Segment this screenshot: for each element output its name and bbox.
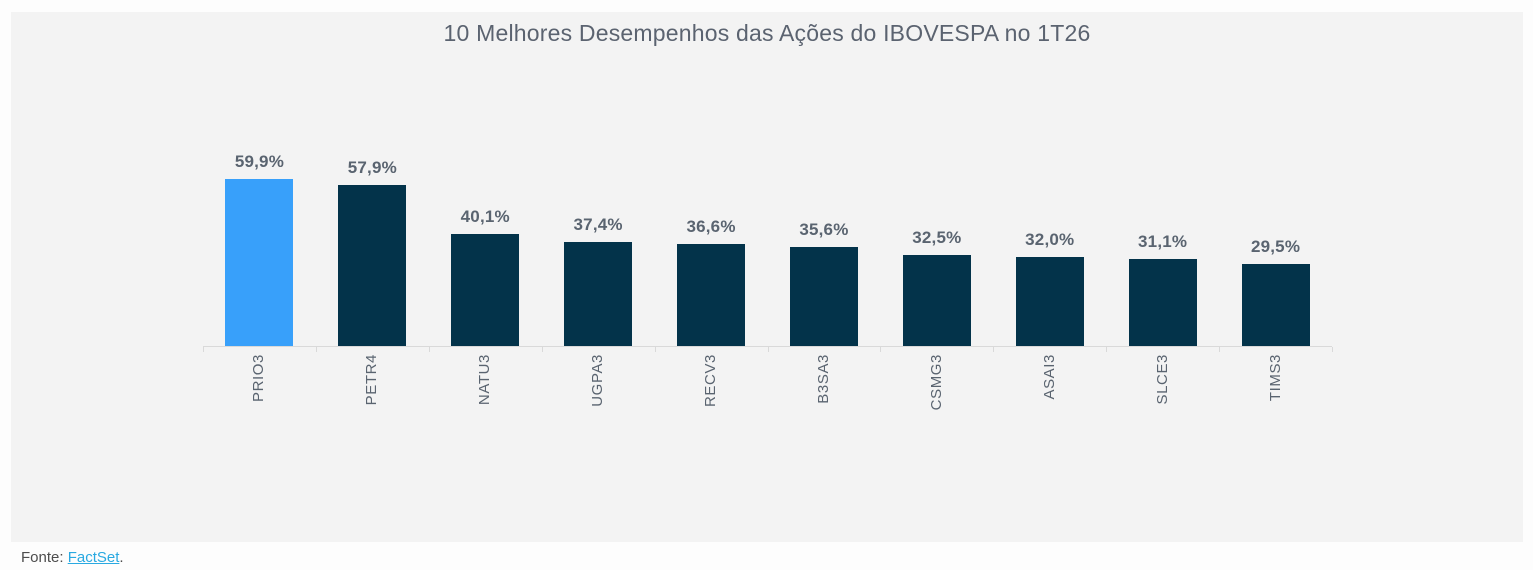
bar-asai3 — [1015, 257, 1084, 346]
x-axis-label-recv3: RECV3 — [702, 354, 720, 408]
chart-panel: 10 Melhores Desempenhos das Ações do IBO… — [11, 12, 1523, 542]
source-prefix: Fonte: — [21, 549, 68, 566]
x-axis-tick — [1332, 347, 1333, 352]
bar-tims3 — [1241, 264, 1310, 346]
x-axis-label-slce3: SLCE3 — [1153, 354, 1171, 405]
value-label-recv3: 36,6% — [686, 217, 736, 236]
x-axis-tick — [1219, 347, 1221, 352]
x-axis-tick — [1106, 347, 1108, 352]
x-axis-line — [203, 346, 1332, 347]
value-label-prio3: 59,9% — [234, 152, 285, 171]
x-axis-label-petr4: PETR4 — [363, 354, 381, 406]
x-axis-tick — [203, 347, 204, 352]
x-axis-tick — [880, 347, 882, 352]
x-axis-label-prio3: PRIO3 — [250, 354, 268, 403]
x-axis-label-b3sa3: B3SA3 — [814, 354, 832, 404]
bar-recv3 — [677, 244, 746, 346]
value-label-asai3: 32,0% — [1025, 230, 1075, 249]
bar-b3sa3 — [789, 247, 858, 346]
x-axis-label-asai3: ASAI3 — [1040, 354, 1058, 400]
x-axis-label-natu3: NATU3 — [476, 354, 494, 406]
value-label-ugpa3: 37,4% — [573, 215, 623, 234]
x-axis-label-ugpa3: UGPA3 — [589, 354, 607, 407]
bar-prio3 — [225, 179, 294, 346]
source-link[interactable]: FactSet — [67, 549, 120, 566]
x-axis-tick — [315, 347, 317, 352]
bar-slce3 — [1128, 259, 1197, 346]
value-label-petr4: 57,9% — [347, 158, 397, 177]
bar-csmg3 — [902, 255, 971, 346]
bar-ugpa3 — [564, 242, 633, 346]
bar-natu3 — [451, 234, 520, 346]
x-axis-tick — [767, 347, 769, 352]
chart-title: 10 Melhores Desempenhos das Ações do IBO… — [443, 20, 1091, 46]
x-axis-label-tims3: TIMS3 — [1266, 354, 1284, 402]
x-axis-label-csmg3: CSMG3 — [927, 354, 945, 411]
x-axis-tick — [993, 347, 995, 352]
source-note: Fonte: FactSet. — [21, 549, 124, 566]
bar-chart: 59,9% PRIO3 57,9% PETR4 40,1% NATU3 37,4% UGPA3… — [11, 12, 1523, 542]
x-axis-tick — [654, 347, 656, 352]
value-label-csmg3: 32,5% — [912, 228, 962, 247]
x-axis-tick — [428, 347, 430, 352]
value-label-b3sa3: 35,6% — [799, 220, 849, 239]
source-suffix: . — [119, 549, 124, 566]
value-label-natu3: 40,1% — [460, 207, 510, 226]
bar-petr4 — [338, 185, 407, 346]
value-label-tims3: 29,5% — [1250, 237, 1301, 256]
x-axis-tick — [541, 347, 543, 352]
value-label-slce3: 31,1% — [1138, 232, 1188, 251]
